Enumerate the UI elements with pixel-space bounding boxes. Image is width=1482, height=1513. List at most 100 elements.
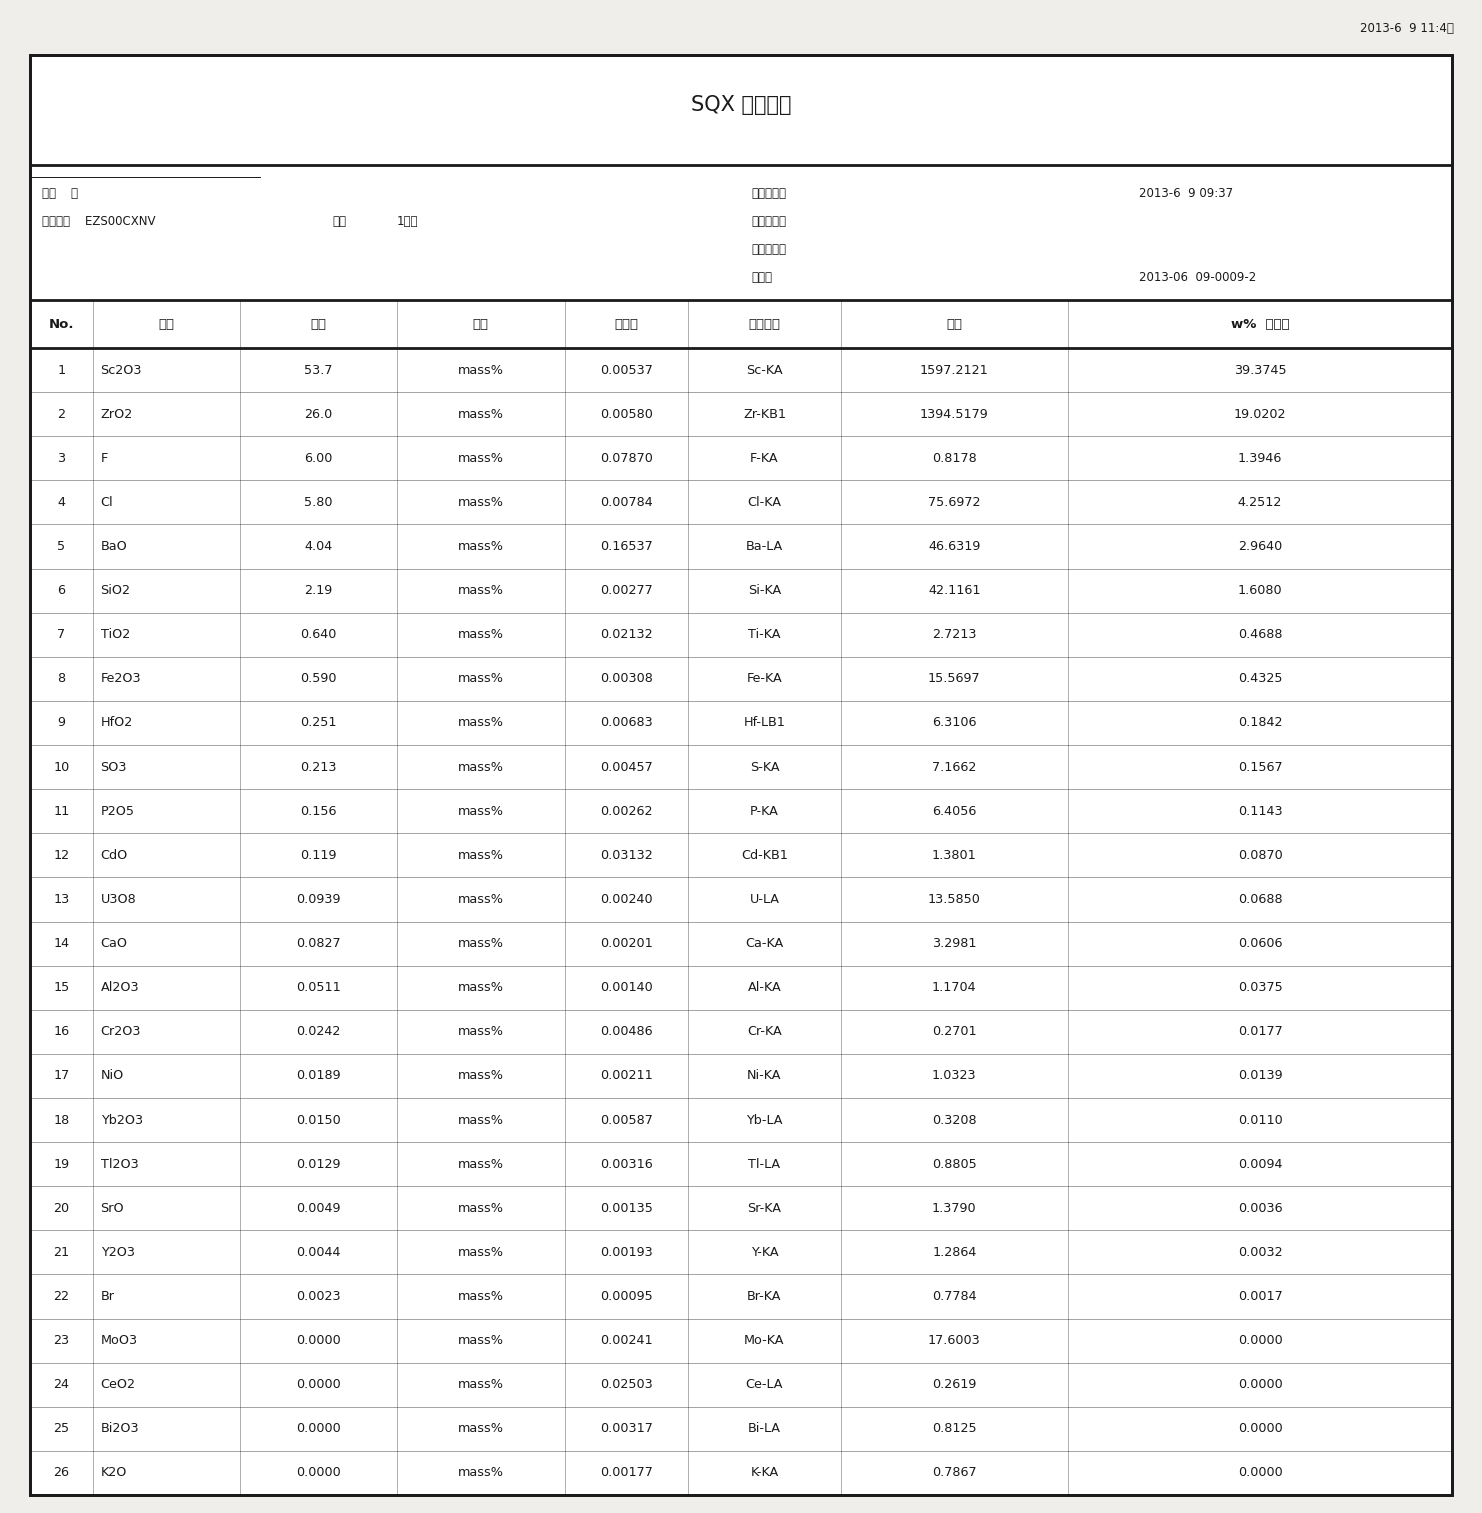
Text: 5.80: 5.80	[304, 496, 333, 508]
Text: 53.7: 53.7	[304, 363, 333, 377]
Text: 0.8805: 0.8805	[932, 1157, 977, 1171]
Text: 26: 26	[53, 1466, 70, 1480]
Text: 2.7213: 2.7213	[932, 628, 977, 642]
Text: 开始日期：: 开始日期：	[751, 215, 785, 228]
Text: Br-KA: Br-KA	[747, 1291, 781, 1303]
Text: 4.04: 4.04	[304, 540, 333, 554]
Text: 0.0000: 0.0000	[296, 1466, 341, 1480]
Text: 1394.5179: 1394.5179	[920, 407, 988, 421]
Text: Si-KA: Si-KA	[748, 584, 781, 598]
Text: Tl-LA: Tl-LA	[748, 1157, 781, 1171]
Text: 0.00277: 0.00277	[600, 584, 654, 598]
Text: mass%: mass%	[458, 1466, 504, 1480]
Text: 0.00241: 0.00241	[600, 1334, 654, 1347]
Text: mass%: mass%	[458, 1422, 504, 1436]
Text: 0.00308: 0.00308	[600, 672, 654, 685]
Text: 24: 24	[53, 1378, 70, 1392]
Text: SO3: SO3	[101, 761, 127, 773]
Text: 2.19: 2.19	[304, 584, 333, 598]
Text: 0.0375: 0.0375	[1237, 980, 1282, 994]
Text: P2O5: P2O5	[101, 805, 135, 817]
Text: 0.0242: 0.0242	[296, 1026, 341, 1038]
Text: 0.251: 0.251	[301, 717, 336, 729]
Text: 0.0939: 0.0939	[296, 893, 341, 906]
Text: 0.1143: 0.1143	[1237, 805, 1282, 817]
Text: 39.3745: 39.3745	[1233, 363, 1286, 377]
Text: 标准差: 标准差	[615, 318, 639, 330]
Text: 1597.2121: 1597.2121	[920, 363, 988, 377]
Text: SQX 计算结果: SQX 计算结果	[691, 95, 791, 115]
Text: 2: 2	[58, 407, 65, 421]
Text: 0.0000: 0.0000	[296, 1378, 341, 1392]
Text: NiO: NiO	[101, 1070, 124, 1082]
Text: 13: 13	[53, 893, 70, 906]
Text: mass%: mass%	[458, 628, 504, 642]
Text: 0.00140: 0.00140	[600, 980, 654, 994]
Text: 单位: 单位	[473, 318, 489, 330]
Text: 21: 21	[53, 1245, 70, 1259]
Text: mass%: mass%	[458, 980, 504, 994]
Text: mass%: mass%	[458, 540, 504, 554]
Text: 5: 5	[58, 540, 65, 554]
Text: 0.0000: 0.0000	[1237, 1378, 1282, 1392]
Text: 6: 6	[58, 584, 65, 598]
Text: 0.8178: 0.8178	[932, 452, 977, 464]
Text: 2013-06  09-0009-2: 2013-06 09-0009-2	[1140, 271, 1257, 284]
Text: Cd-KB1: Cd-KB1	[741, 849, 788, 862]
Text: 20: 20	[53, 1201, 70, 1215]
Text: 0.00580: 0.00580	[600, 407, 654, 421]
Text: Fe2O3: Fe2O3	[101, 672, 141, 685]
Text: Y2O3: Y2O3	[101, 1245, 135, 1259]
Text: 1.2864: 1.2864	[932, 1245, 977, 1259]
Text: P-KA: P-KA	[750, 805, 780, 817]
Text: 3: 3	[58, 452, 65, 464]
Text: 13.5850: 13.5850	[928, 893, 981, 906]
Text: 2.9640: 2.9640	[1237, 540, 1282, 554]
Text: 0.0017: 0.0017	[1237, 1291, 1282, 1303]
Text: mass%: mass%	[458, 584, 504, 598]
Text: 0.0044: 0.0044	[296, 1245, 341, 1259]
Text: 0.03132: 0.03132	[600, 849, 654, 862]
Text: Cr2O3: Cr2O3	[101, 1026, 141, 1038]
Text: 元素谱线: 元素谱线	[748, 318, 781, 330]
Text: 18: 18	[53, 1114, 70, 1127]
Text: 0.0177: 0.0177	[1237, 1026, 1282, 1038]
Text: 1.6080: 1.6080	[1237, 584, 1282, 598]
Text: 模式: 模式	[332, 215, 345, 228]
Text: 6.00: 6.00	[304, 452, 333, 464]
Text: mass%: mass%	[458, 1070, 504, 1082]
Text: 1分析: 1分析	[397, 215, 418, 228]
Text: 0.00211: 0.00211	[600, 1070, 654, 1082]
Text: 组分: 组分	[159, 318, 175, 330]
Text: mass%: mass%	[458, 1201, 504, 1215]
Text: Ba-LA: Ba-LA	[745, 540, 782, 554]
Text: 14: 14	[53, 937, 70, 950]
Text: w%  《）》: w% 《）》	[1230, 318, 1289, 330]
Text: Yb-LA: Yb-LA	[747, 1114, 782, 1127]
Text: 46.6319: 46.6319	[928, 540, 981, 554]
Text: 文件：: 文件：	[751, 271, 772, 284]
Text: 0.2701: 0.2701	[932, 1026, 977, 1038]
Text: mass%: mass%	[458, 761, 504, 773]
Text: Cr-KA: Cr-KA	[747, 1026, 782, 1038]
Text: 15.5697: 15.5697	[928, 672, 981, 685]
Text: mass%: mass%	[458, 407, 504, 421]
Text: BaO: BaO	[101, 540, 127, 554]
Text: CdO: CdO	[101, 849, 127, 862]
Text: 17: 17	[53, 1070, 70, 1082]
Text: 0.0511: 0.0511	[296, 980, 341, 994]
Text: mass%: mass%	[458, 1245, 504, 1259]
Text: 15: 15	[53, 980, 70, 994]
Text: HfO2: HfO2	[101, 717, 133, 729]
Text: 26.0: 26.0	[304, 407, 333, 421]
Text: 19.0202: 19.0202	[1235, 407, 1286, 421]
Text: 2013-6  9 09:37: 2013-6 9 09:37	[1140, 188, 1233, 200]
Text: 4: 4	[58, 496, 65, 508]
Text: 75.6972: 75.6972	[928, 496, 981, 508]
Text: Sc2O3: Sc2O3	[101, 363, 142, 377]
Text: 0.0189: 0.0189	[296, 1070, 341, 1082]
Text: No.: No.	[49, 318, 74, 330]
Text: 0.00587: 0.00587	[600, 1114, 654, 1127]
Text: 0.2619: 0.2619	[932, 1378, 977, 1392]
Text: mass%: mass%	[458, 1157, 504, 1171]
